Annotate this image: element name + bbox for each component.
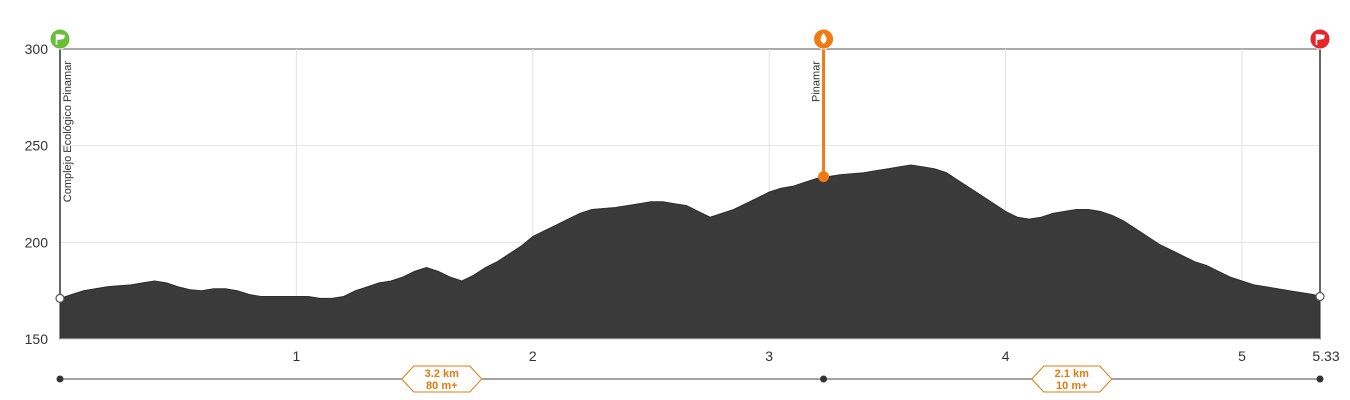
x-tick-label: 5.33 <box>1312 348 1339 364</box>
flag-icon <box>57 34 65 40</box>
x-tick-label: 2 <box>529 348 537 364</box>
y-tick-label: 200 <box>25 234 49 250</box>
y-tick-label: 250 <box>25 138 49 154</box>
segment-gain: 10 m+ <box>1056 380 1088 392</box>
x-tick-label: 3 <box>765 348 773 364</box>
waypoint-point <box>55 293 65 303</box>
segment-badge-shape <box>401 365 483 393</box>
waypoint-markers: Complejo Ecológico Pinamar Pinamar <box>49 28 1331 303</box>
elevation-area <box>59 164 1321 340</box>
x-tick-label: 5 <box>1238 348 1246 364</box>
chart-axes: 150 200 250 300 1 2 3 4 5 5.33 <box>25 41 1340 364</box>
elevation-area-layer <box>59 164 1321 340</box>
x-tick-label: 4 <box>1002 348 1010 364</box>
waypoint-point <box>1315 291 1325 302</box>
flag-icon <box>1317 34 1325 40</box>
segment-node <box>820 375 828 383</box>
waypoint-label: Pinamar <box>811 61 823 102</box>
y-tick-label: 150 <box>25 331 49 347</box>
segment-badge-shape <box>1031 365 1113 393</box>
waypoint-start: Complejo Ecológico Pinamar <box>49 28 74 303</box>
x-tick-label: 1 <box>292 348 300 364</box>
waypoint-end <box>1309 28 1331 302</box>
segment-node <box>1316 375 1324 383</box>
segment-distance: 3.2 km <box>425 368 459 380</box>
waypoint-label: Complejo Ecológico Pinamar <box>62 61 74 203</box>
segment-gain: 80 m+ <box>426 380 458 392</box>
waypoint-point <box>818 171 830 183</box>
segment-distance: 2.1 km <box>1055 368 1089 380</box>
y-tick-label: 300 <box>25 41 49 57</box>
waypoint-water: Pinamar <box>811 28 835 183</box>
segment-node <box>56 375 64 383</box>
water-drop-icon <box>820 33 827 44</box>
